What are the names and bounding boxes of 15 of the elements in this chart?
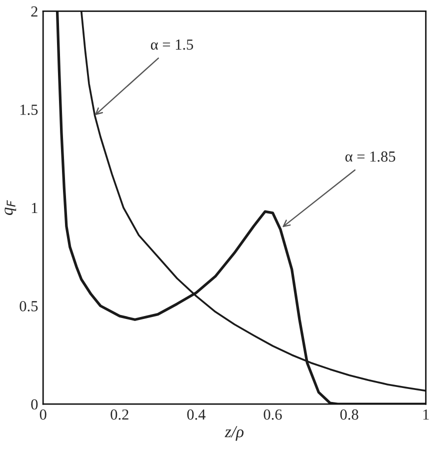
x-tick-label: 0.4: [187, 409, 206, 420]
y-tick-label: 1.5: [20, 104, 38, 115]
annotation: α = 1.5: [150, 39, 194, 50]
annotation: α = 1.85: [345, 151, 396, 162]
x-tick-label: 0.8: [340, 409, 358, 420]
y-tick-label: 0.5: [20, 301, 38, 312]
y-tick-label: 2: [31, 6, 38, 17]
x-tick-label: 0: [40, 409, 46, 420]
x-tick-label: 0.2: [110, 409, 128, 420]
y-tick-label: 1: [32, 202, 38, 213]
y-axis-title: q$_{F}$: [4, 200, 16, 215]
x-axis-title: z/ρ: [224, 426, 244, 441]
x-tick-label: 0.6: [264, 409, 282, 420]
x-tick-label: 1: [423, 409, 429, 420]
y-tick-label: 0: [31, 399, 38, 410]
